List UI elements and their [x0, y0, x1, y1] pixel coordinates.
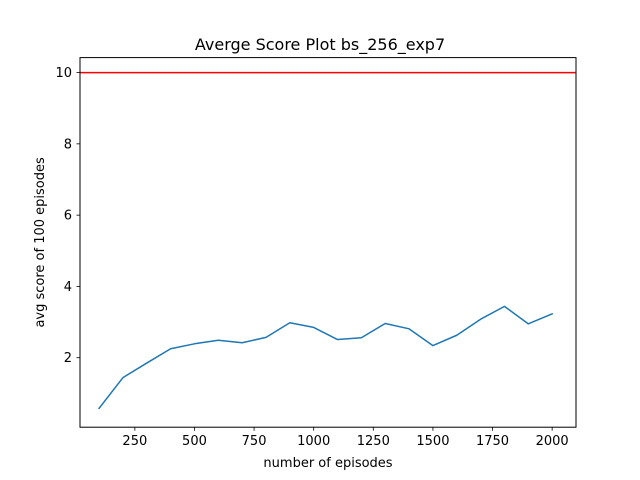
x-axis: 250 500 750 1000 1250 1500 1750 2000: [122, 427, 569, 449]
x-tick-label: 500: [182, 434, 207, 449]
series-lines: [98, 305, 554, 410]
chart-title: Averge Score Plot bs_256_exp7: [195, 35, 445, 55]
axes-frame: [79, 57, 577, 428]
x-tick-label: 1500: [416, 434, 449, 449]
x-tick-label: 1750: [476, 434, 509, 449]
x-tick-label: 750: [242, 434, 267, 449]
x-axis-label: number of episodes: [263, 456, 392, 471]
x-tick-label: 250: [122, 434, 147, 449]
y-axis-label: avg score of 100 episodes: [33, 157, 48, 328]
y-tick-label: 4: [64, 280, 72, 295]
series-line-0: [98, 305, 554, 410]
x-tick-label: 2000: [536, 434, 569, 449]
y-tick-label: 6: [64, 209, 72, 224]
y-axis: 2 4 6 8 10: [55, 66, 80, 366]
x-tick-label: 1250: [357, 434, 390, 449]
y-tick-label: 8: [64, 137, 72, 152]
x-tick-label: 1000: [297, 434, 330, 449]
y-tick-label: 2: [64, 351, 72, 366]
y-tick-label: 10: [55, 66, 72, 81]
